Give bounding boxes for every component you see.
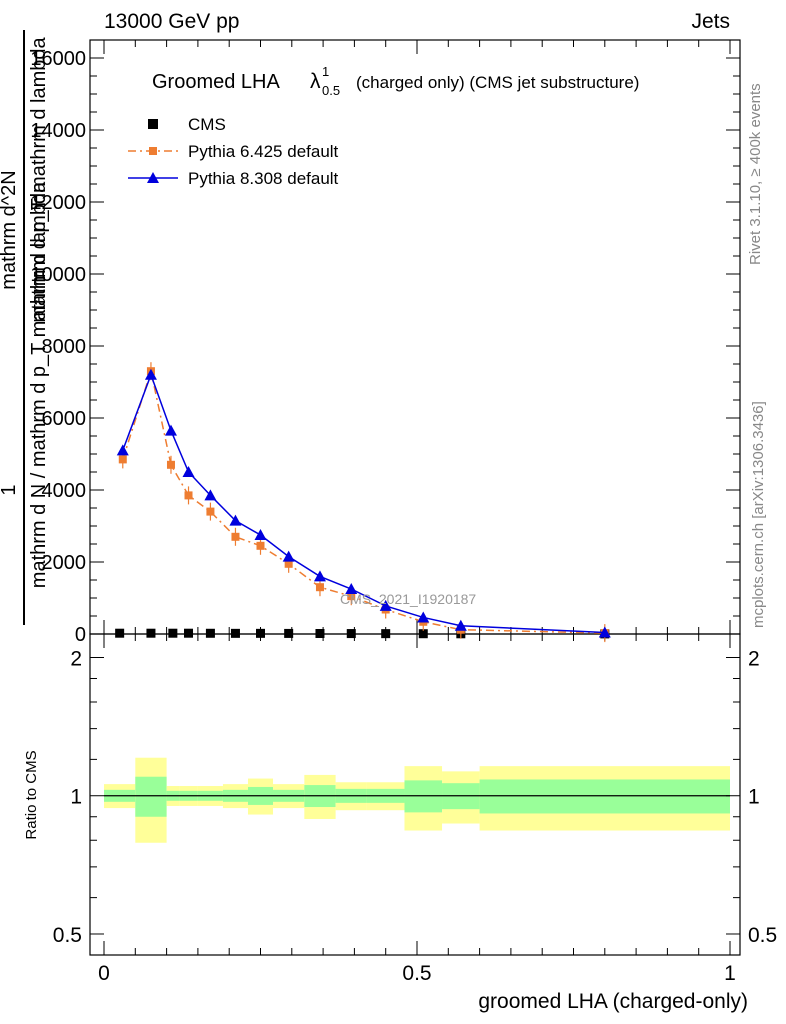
ratio-y-tick-label: 1 (70, 786, 82, 809)
data-point (146, 628, 156, 638)
ratio-y-tick-label: 2 (70, 647, 82, 670)
data-point (345, 583, 358, 594)
data-point (116, 444, 129, 456)
x-tick-label: 0.5 (402, 962, 431, 985)
header-left: 13000 GeV pp (104, 10, 239, 33)
data-point (379, 599, 392, 611)
data-point (204, 489, 217, 501)
data-point (184, 491, 193, 500)
y-tick-label: 0 (75, 624, 86, 646)
ratio-band-inner (135, 776, 167, 817)
y-tick-label: 10000 (30, 264, 86, 286)
data-point (284, 559, 293, 568)
y-label-main: mathrm d N / mathrm d p_T mathrm d lambd… (28, 181, 50, 588)
title-main: Groomed LHA (152, 71, 280, 93)
main-panel: 0 2000 4000 6000 8000 10000 12000 14000 16000 (30, 39, 741, 955)
data-point (231, 532, 240, 541)
data-point (313, 570, 326, 582)
watermark: CMS_2021_I1920187 (340, 591, 476, 607)
ratio-y-tick-label-right: 2 (748, 647, 760, 670)
data-point (144, 368, 157, 380)
data-point (166, 460, 175, 469)
y-tick-label: 14000 (30, 120, 86, 142)
data-point (347, 592, 356, 601)
data-point (254, 529, 267, 540)
series-line (122, 368, 605, 634)
ratio-band-inner (479, 779, 730, 814)
main-frame (89, 39, 741, 635)
ratio-y-label: Ratio to CMS (23, 750, 40, 839)
data-point (598, 626, 611, 638)
ratio-y-tick-label-right: 1 (748, 786, 760, 809)
y-tick-label: 4000 (42, 480, 87, 502)
series-line (122, 372, 605, 634)
ratio-panel: 0.5 0.5 1 1 2 2 0 0.5 1 (53, 633, 777, 985)
data-point (256, 628, 265, 638)
data-point (118, 455, 127, 464)
data-point (206, 507, 215, 516)
data-point (346, 629, 356, 639)
legend-marker (147, 172, 159, 183)
x-tick-label: 0 (98, 962, 110, 985)
legend-label: CMS (188, 115, 226, 134)
data-point (454, 619, 467, 631)
y-tick-label: 16000 (30, 48, 86, 70)
legend-label: Pythia 6.425 default (188, 142, 339, 161)
legend: CMS Pythia 6.425 default Pythia 8.308 defa… (128, 115, 339, 188)
data-point (284, 628, 294, 638)
ratio-band-inner (404, 780, 443, 813)
y-label-num: mathrm d^2N (0, 170, 20, 289)
x-axis-label: groomed LHA (charged-only) (478, 990, 748, 1013)
series-2 (116, 368, 611, 638)
data-point (230, 628, 240, 638)
data-point (168, 628, 178, 638)
data-point (164, 424, 177, 436)
mcplots-label: mcplots.cern.ch [arXiv:1306.3436] (750, 401, 767, 628)
data-point (115, 628, 125, 638)
ratio-y-tick-label-right: 0.5 (748, 924, 777, 947)
data-point (315, 583, 324, 592)
y-axis-label: 1 mathrm d N / mathrm d p_T mathrm d lam… (0, 30, 50, 625)
y-tick-label: 8000 (42, 336, 87, 358)
chart-title: Groomed LHA λ 1 0.5 (charged only) (CMS … (152, 64, 639, 98)
y-tick-label: 12000 (30, 192, 86, 214)
title-subtitle: (charged only) (CMS jet substructure) (356, 73, 639, 92)
data-point (315, 628, 325, 638)
x-tick-label: 1 (724, 962, 736, 985)
y-label-den: mathrm d p_T mathrm d lambda (28, 36, 50, 322)
legend-marker (148, 119, 158, 129)
data-point (418, 629, 428, 639)
data-point (381, 629, 391, 639)
title-sub: 0.5 (322, 83, 340, 98)
legend-marker (149, 147, 157, 155)
data-point (256, 541, 265, 550)
header-right: Jets (691, 10, 730, 33)
y-tick-label: 2000 (42, 552, 87, 574)
y-label-one: 1 (0, 484, 20, 495)
data-point (205, 628, 215, 638)
y-tick-label: 6000 (42, 408, 87, 430)
title-sup: 1 (322, 64, 329, 79)
data-point (417, 611, 430, 623)
data-point (184, 628, 194, 638)
data-point (229, 514, 242, 526)
ratio-y-tick-label: 0.5 (53, 924, 82, 947)
data-point (182, 466, 195, 477)
title-symbol: λ (310, 70, 321, 93)
legend-label: Pythia 8.308 default (188, 169, 339, 188)
rivet-label: Rivet 3.1.10, ≥ 400k events (747, 83, 764, 265)
data-point (282, 550, 295, 562)
